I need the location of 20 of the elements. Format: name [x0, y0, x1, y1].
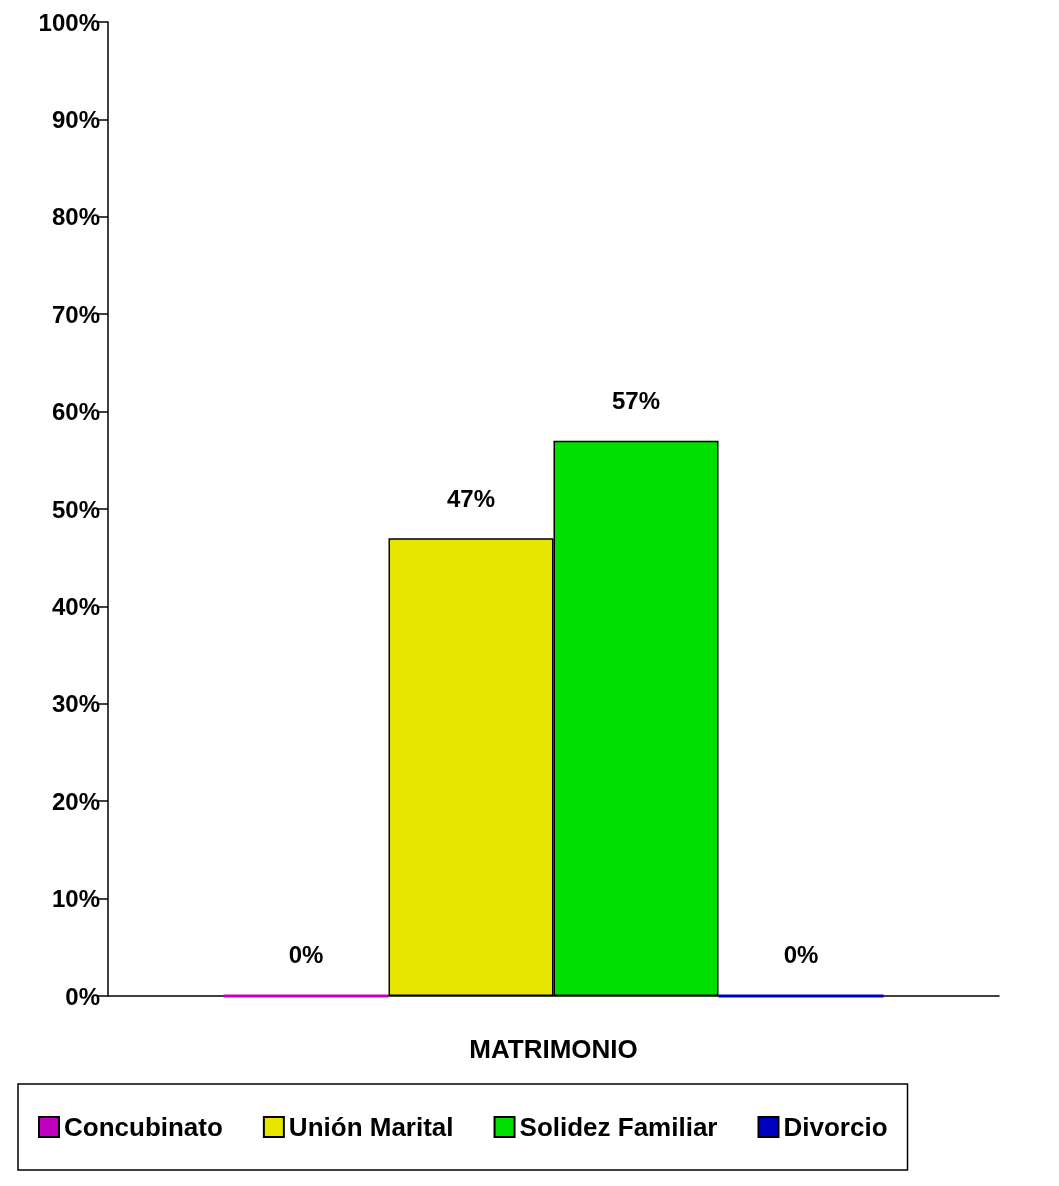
data-label: 47% — [446, 484, 496, 512]
data-label: 0% — [288, 941, 324, 968]
data-label: 57% — [611, 387, 661, 415]
y-tick-label: 30% — [51, 690, 100, 718]
y-tick-label: 20% — [51, 787, 100, 815]
y-tick-label: 50% — [51, 495, 100, 523]
x-tick-label: MATRIMONIO — [469, 1034, 638, 1064]
legend-label: Unión Marital — [288, 1112, 454, 1142]
y-tick-label: 70% — [51, 300, 100, 328]
y-tick-label: 10% — [51, 885, 100, 913]
data-label: 0% — [783, 941, 819, 968]
y-tick-label: 40% — [51, 592, 100, 620]
y-tick-label: 0% — [65, 982, 100, 1010]
y-tick-label: 80% — [51, 203, 100, 231]
legend-label: Concubinato — [64, 1112, 223, 1142]
y-tick-label: 90% — [51, 105, 100, 133]
legend-label: Divorcio — [783, 1112, 888, 1142]
y-tick-label: 60% — [51, 398, 100, 426]
y-tick-label: 100% — [38, 8, 100, 36]
legend-label: Solidez Familiar — [519, 1112, 718, 1142]
